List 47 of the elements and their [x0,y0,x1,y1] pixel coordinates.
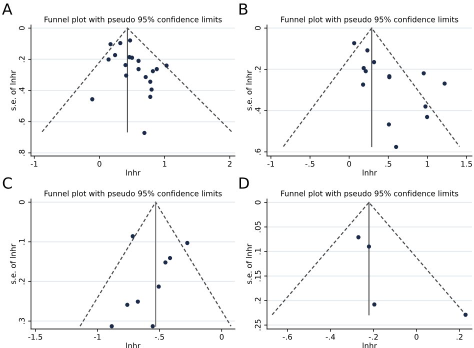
point [148,94,152,99]
point [168,256,172,260]
point [150,69,155,74]
point [365,48,370,52]
point [156,284,161,289]
point [366,244,372,249]
point [108,42,113,46]
point [148,80,152,84]
point [125,302,130,307]
text: A [2,3,12,15]
point [185,240,190,246]
point [130,56,134,60]
text: C [2,177,12,189]
point [463,312,468,317]
point [136,300,140,304]
point [372,60,376,64]
point [372,302,376,307]
point [386,122,391,127]
point [118,41,122,46]
text: B [240,3,248,15]
point [142,130,146,135]
point [163,260,168,264]
point [394,144,398,150]
point [136,58,141,63]
point [90,97,94,102]
point [364,69,368,74]
point [352,41,356,46]
point [123,62,128,68]
point [136,67,141,72]
point [149,87,154,92]
point [150,324,155,328]
point [356,235,361,240]
point [128,38,132,43]
point [442,82,447,86]
point [361,82,366,87]
point [112,53,118,58]
point [425,114,430,120]
point [154,67,159,72]
point [106,57,111,62]
point [144,75,148,80]
point [423,104,428,109]
point [422,71,426,76]
point [110,324,114,328]
point [362,66,366,70]
text: D [240,177,249,189]
point [164,63,169,68]
point [124,73,128,78]
